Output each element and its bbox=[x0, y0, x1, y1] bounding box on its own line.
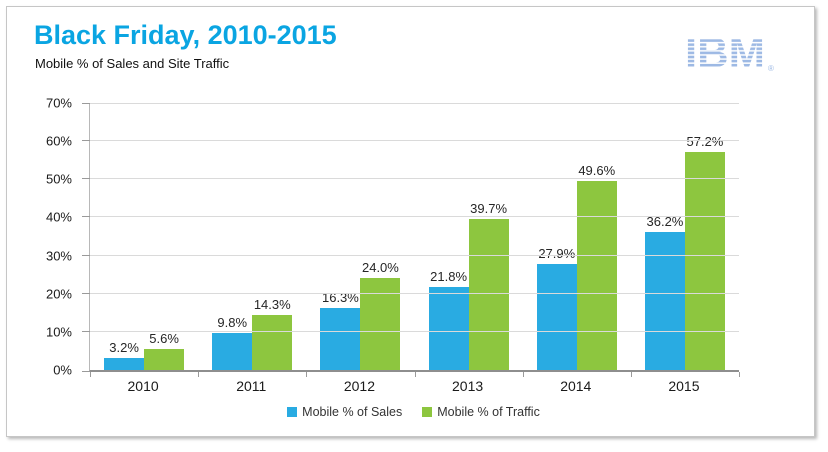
x-axis-label-2015: 2015 bbox=[668, 378, 700, 394]
registered-mark-icon: ® bbox=[768, 64, 774, 73]
bar-group-2014: 27.9% 49.6% bbox=[523, 103, 631, 370]
bar-traffic-2010: 5.6% bbox=[144, 331, 185, 370]
bar-sales-2012: 16.3% bbox=[320, 290, 361, 370]
y-axis-label-0: 0% bbox=[53, 362, 72, 378]
x-axis-label-2010: 2010 bbox=[127, 378, 159, 394]
legend-item-traffic: Mobile % of Traffic bbox=[422, 405, 540, 419]
gridline-40 bbox=[90, 216, 739, 218]
bar-groups: 3.2% 5.6% 9.8% 14.3% 16.3% 24.0% 21.8% 39.7% 27.… bbox=[90, 103, 739, 370]
ibm-logo-letters: IBM bbox=[685, 29, 765, 74]
y-axis-tick-70 bbox=[82, 103, 90, 104]
legend-label: Mobile % of Traffic bbox=[437, 405, 540, 419]
bar-value-label-traffic-2014: 49.6% bbox=[578, 162, 616, 178]
y-axis-label-10: 10% bbox=[45, 324, 72, 340]
bar-group-2010: 3.2% 5.6% bbox=[90, 103, 198, 370]
y-axis-labels: 0% 10% 20% 30% 40% 50% 60% 70% bbox=[7, 96, 81, 378]
bar-group-2011: 9.8% 14.3% bbox=[198, 103, 306, 370]
y-axis-tick-30 bbox=[82, 254, 90, 256]
bar-value-label-sales-2011: 9.8% bbox=[217, 314, 248, 330]
bar-value-label-traffic-2012: 24.0% bbox=[361, 260, 399, 276]
bar-traffic-2015: 57.2% bbox=[684, 134, 725, 370]
bar-traffic-2012: 24.0% bbox=[360, 260, 401, 370]
chart-subtitle: Mobile % of Sales and Site Traffic bbox=[35, 56, 230, 71]
bar-group-2012: 16.3% 24.0% bbox=[306, 103, 414, 370]
x-axis-tick-2 bbox=[306, 372, 308, 377]
y-axis-label-50: 50% bbox=[45, 171, 72, 187]
y-axis-tick-50 bbox=[82, 178, 90, 180]
bar-traffic-2013: 39.7% bbox=[468, 201, 509, 370]
bar-sales-2014: 27.9% bbox=[536, 246, 577, 370]
gridline-10 bbox=[90, 330, 739, 332]
chart-legend: Mobile % of Sales Mobile % of Traffic bbox=[89, 405, 738, 419]
legend-label: Mobile % of Sales bbox=[302, 405, 403, 419]
x-axis-tick-4 bbox=[522, 372, 524, 377]
bar-sales-2013: 21.8% bbox=[428, 269, 469, 370]
bar-sales-2010: 3.2% bbox=[104, 340, 145, 370]
x-axis-label-2013: 2013 bbox=[452, 378, 484, 394]
chart-title: Black Friday, 2010-2015 bbox=[34, 20, 337, 50]
x-axis-label-2014: 2014 bbox=[560, 378, 592, 394]
bar-value-label-sales-2010: 3.2% bbox=[109, 339, 139, 355]
y-axis-tick-60 bbox=[82, 140, 90, 142]
y-axis-tick-10 bbox=[82, 330, 90, 332]
x-axis-label-2011: 2011 bbox=[236, 378, 267, 394]
report-frame: Black Friday, 2010-2015 Mobile % of Sale… bbox=[6, 6, 815, 437]
bar-value-label-traffic-2011: 14.3% bbox=[253, 297, 291, 313]
gridline-20 bbox=[90, 292, 739, 294]
y-axis-label-40: 40% bbox=[45, 209, 72, 225]
y-axis-label-70: 70% bbox=[45, 95, 72, 111]
bar-traffic-2011: 14.3% bbox=[252, 297, 293, 370]
x-axis-tick-5 bbox=[630, 372, 632, 377]
bar-traffic-2014: 49.6% bbox=[576, 163, 617, 370]
y-axis-tick-20 bbox=[82, 292, 90, 294]
legend-swatch-icon bbox=[287, 407, 298, 417]
legend-item-sales: Mobile % of Sales bbox=[287, 405, 402, 419]
x-axis-label-2012: 2012 bbox=[343, 378, 375, 394]
gridline-70 bbox=[90, 103, 739, 104]
bar-value-label-traffic-2015: 57.2% bbox=[686, 133, 724, 149]
bar-sales-2011: 9.8% bbox=[212, 315, 253, 370]
plot-area: 3.2% 5.6% 9.8% 14.3% 16.3% 24.0% 21.8% 39.7% 27.… bbox=[82, 103, 740, 377]
x-axis-tick-1 bbox=[198, 372, 200, 377]
y-axis-tick-0 bbox=[82, 371, 90, 372]
bar-value-label-sales-2015: 36.2% bbox=[646, 213, 684, 229]
bar-value-label-traffic-2013: 39.7% bbox=[470, 200, 508, 216]
y-axis-label-20: 20% bbox=[45, 286, 72, 302]
x-axis-tick-3 bbox=[414, 372, 416, 377]
bar-sales-2015: 36.2% bbox=[644, 214, 685, 370]
bar-value-label-traffic-2010: 5.6% bbox=[149, 330, 179, 346]
x-axis-tick-0 bbox=[90, 372, 91, 377]
x-axis-tick-6 bbox=[739, 372, 740, 377]
bar-value-label-sales-2013: 21.8% bbox=[430, 268, 468, 284]
y-axis-label-30: 30% bbox=[45, 248, 72, 264]
bar-value-label-sales-2014: 27.9% bbox=[538, 245, 576, 261]
legend-swatch-icon bbox=[422, 407, 433, 417]
y-axis-tick-40 bbox=[82, 216, 90, 218]
y-axis-label-60: 60% bbox=[45, 133, 72, 149]
gridline-50 bbox=[90, 178, 739, 180]
x-axis-labels: 2010 2011 2012 2013 2014 2015 bbox=[89, 378, 738, 394]
gridline-30 bbox=[90, 254, 739, 256]
bar-group-2013: 21.8% 39.7% bbox=[415, 103, 523, 370]
gridline-60 bbox=[90, 140, 739, 142]
ibm-logo: IBM ® bbox=[684, 27, 776, 76]
